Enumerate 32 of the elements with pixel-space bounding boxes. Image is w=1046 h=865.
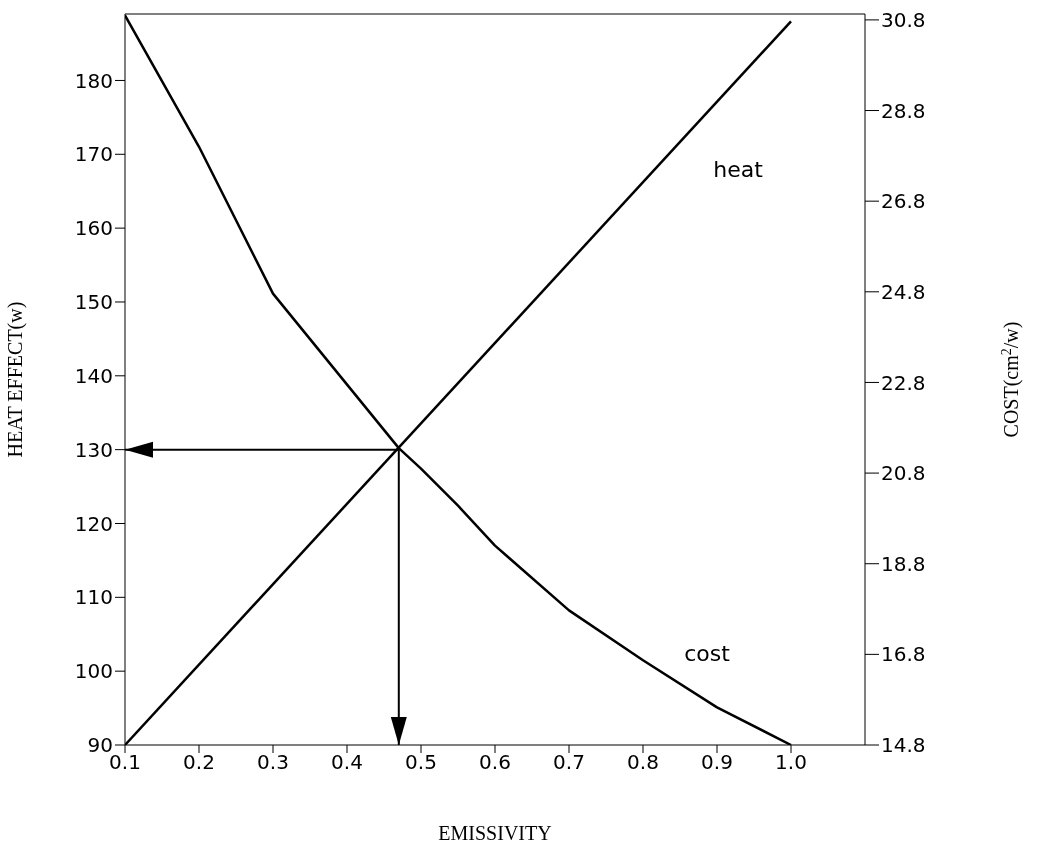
x-tick-label: 0.7 xyxy=(553,750,585,775)
y2-tick-label: 28.8 xyxy=(881,98,926,123)
x-tick-label: 0.1 xyxy=(109,750,141,775)
x-tick-label: 1.0 xyxy=(775,750,807,775)
x-tick-label: 0.3 xyxy=(257,750,289,775)
y-tick-label: 180 xyxy=(74,68,113,93)
y2-tick-label: 14.8 xyxy=(881,733,926,758)
y-axis-title: HEAT EFFECT(w) xyxy=(4,301,27,458)
y2-tick-label: 24.8 xyxy=(881,279,926,304)
y-tick-label: 170 xyxy=(74,142,113,167)
y-tick-label: 140 xyxy=(74,363,113,388)
y-tick-label: 100 xyxy=(74,659,113,684)
y-tick-label: 120 xyxy=(74,511,113,536)
y-tick-label: 110 xyxy=(74,585,113,610)
x-tick-label: 0.5 xyxy=(405,750,437,775)
y2-tick-label: 18.8 xyxy=(881,551,926,576)
y2-tick-label: 26.8 xyxy=(881,189,926,214)
series-label: heat xyxy=(713,157,764,183)
x-tick-label: 0.9 xyxy=(701,750,733,775)
x-tick-label: 0.8 xyxy=(627,750,659,775)
y2-tick-label: 30.8 xyxy=(881,7,926,32)
x-tick-label: 0.4 xyxy=(331,750,363,775)
series-label: cost xyxy=(684,641,731,666)
y-tick-label: 130 xyxy=(74,437,113,462)
x-tick-label: 0.2 xyxy=(183,750,215,775)
x-axis-title: EMISSIVITY xyxy=(438,822,552,844)
x-tick-label: 0.6 xyxy=(479,750,511,775)
y2-tick-label: 22.8 xyxy=(881,370,926,395)
y-tick-label: 160 xyxy=(74,216,113,241)
y-tick-label: 150 xyxy=(74,290,113,315)
y2-tick-label: 16.8 xyxy=(881,642,926,667)
y2-tick-label: 20.8 xyxy=(881,461,926,486)
